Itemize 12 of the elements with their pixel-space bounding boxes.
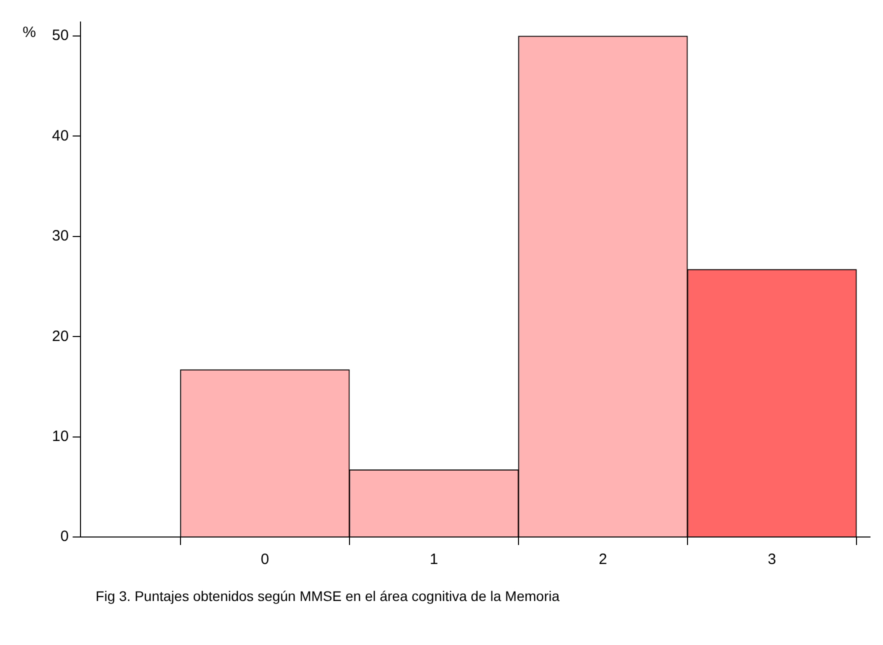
x-tick-label: 3: [768, 551, 776, 568]
y-tick-label: 40: [52, 127, 69, 144]
x-tick-label: 1: [430, 551, 438, 568]
y-axis-title: %: [22, 24, 36, 42]
y-tick-label: 0: [60, 528, 69, 546]
y-tick-label: 10: [52, 428, 69, 445]
x-tick-label: 0: [260, 551, 270, 568]
caption: Fig 3. Puntajes obtenidos según MMSE en el área cognitiva de la Memoria: [96, 588, 560, 604]
y-tick-label: 50: [52, 27, 69, 44]
y-tick-label: 30: [52, 228, 69, 245]
y-tick-label: 20: [52, 328, 69, 345]
x-tick-label: 2: [598, 551, 608, 568]
